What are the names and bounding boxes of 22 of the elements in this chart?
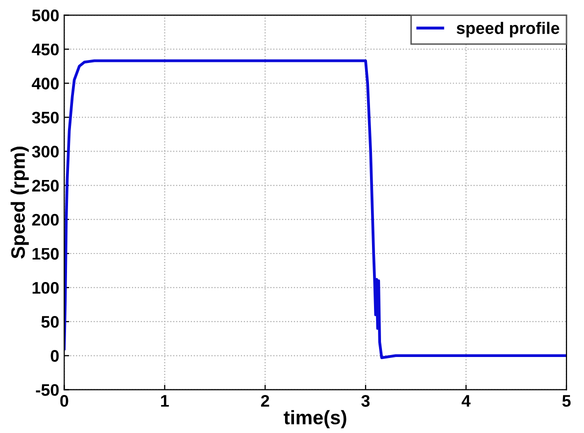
x-axis-title: time(s) (284, 410, 346, 428)
y-tick-label: 0 (50, 350, 59, 362)
x-tick-label: 5 (562, 395, 571, 407)
y-tick-label: 400 (32, 78, 59, 90)
y-tick-label: 100 (32, 282, 59, 294)
legend-label: speed profile (456, 22, 560, 38)
x-tick-label: 3 (361, 395, 370, 407)
x-tick-label: 1 (161, 395, 169, 407)
y-tick-label: 350 (32, 112, 59, 124)
y-tick-label: 500 (32, 10, 59, 22)
x-tick-label: 2 (261, 395, 270, 407)
y-tick-label: 50 (41, 316, 59, 328)
y-tick-label: 200 (32, 214, 59, 226)
y-tick-label: 250 (32, 180, 59, 192)
y-tick-label: 300 (32, 146, 59, 158)
y-tick-label: 450 (32, 44, 59, 56)
line-series (64, 59, 566, 360)
y-axis-title: Speed (rpm) (10, 146, 29, 259)
y-tick-label: -50 (36, 384, 59, 396)
x-tick-label: 4 (462, 395, 471, 407)
x-tick-label: 0 (60, 395, 68, 407)
y-tick-label: 150 (32, 248, 59, 260)
